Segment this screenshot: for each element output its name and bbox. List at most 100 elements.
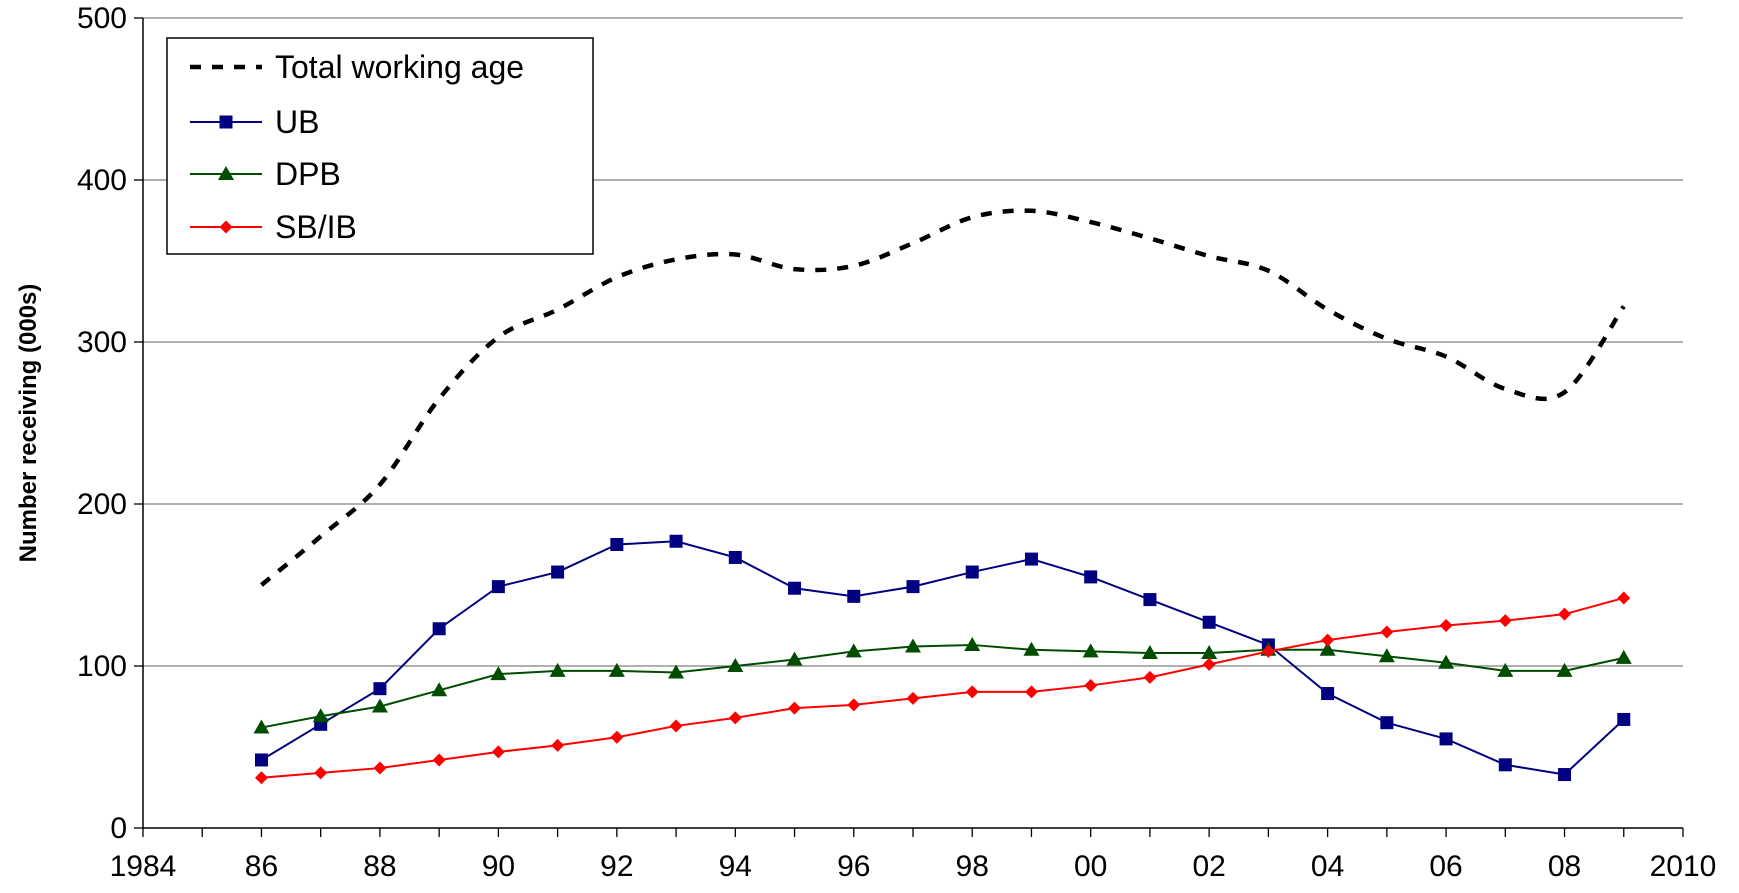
data-point-ub [728,550,742,564]
data-point-sb-ib [847,698,861,712]
data-point-dpb [1615,649,1632,664]
data-point-ub [669,534,683,548]
data-point-ub [788,581,802,595]
data-point-ub [1084,570,1098,584]
y-tick-label: 0 [110,812,127,845]
data-point-sb-ib [1439,619,1453,632]
data-point-sb-ib [728,711,742,725]
data-point-sb-ib [1498,614,1512,628]
data-point-sb-ib [1380,625,1394,639]
legend: Total working age UB DPB SB/IB [166,37,594,255]
data-point-ub [847,589,861,603]
data-point-sb-ib [610,730,624,744]
series-sb-ib [254,591,1631,785]
data-point-ub [254,753,268,767]
data-point-dpb [1201,645,1218,660]
data-point-sb-ib [669,719,683,733]
series-line-dpb [261,643,1624,729]
x-tick-label: 00 [1074,850,1107,883]
data-point-sb-ib [906,691,920,705]
data-point-dpb [786,651,803,666]
data-point-dpb [727,658,744,672]
data-point-sb-ib [1024,685,1038,699]
data-point-dpb [1378,648,1395,663]
data-point-ub [1202,615,1216,629]
data-point-ub [906,580,920,594]
x-tick-label: 1984 [110,850,177,883]
data-point-sb-ib [1143,670,1157,684]
x-tick-label: 96 [837,850,870,883]
data-point-sb-ib [1202,657,1216,671]
x-tick-label: 92 [600,850,633,883]
series-ub [254,534,1631,782]
legend-item-dpb: DPB [190,156,341,192]
x-tick-label: 98 [956,850,989,883]
legend-label-total-working-age: Total working age [275,49,524,85]
legend-label-sb-ib: SB/IB [275,209,357,245]
data-point-sb-ib [1321,633,1335,647]
data-point-dpb [905,638,921,653]
series-total-working-age [260,208,1626,587]
data-point-dpb [253,719,270,734]
legend-item-ub: UB [190,104,319,140]
x-tick-label: 88 [363,850,396,883]
data-point-ub [373,682,387,696]
x-tick-label: 06 [1429,850,1462,883]
axes: 0 100 200 300 400 500 1984 86 88 90 92 94 96 98 00 02 04… [77,2,1716,883]
data-point-ub [1558,768,1572,782]
data-point-dpb [1497,662,1514,677]
legend-item-total-working-age: Total working age [190,49,524,85]
data-point-ub [1617,712,1631,726]
data-point-sb-ib [314,766,328,780]
y-tick-label: 300 [77,326,127,359]
data-point-sb-ib [788,701,802,715]
y-axis-title: Number receiving (000s) [15,284,42,563]
data-point-dpb [1438,654,1455,669]
data-point-sb-ib [254,771,268,785]
series-line-total-working-age [260,208,1626,587]
legend-label-dpb: DPB [275,156,341,192]
data-point-ub [432,622,446,636]
y-tick-label: 200 [77,488,127,521]
y-tick-label: 100 [77,650,127,683]
data-point-dpb [490,666,507,681]
legend-marker-sb-ib [219,220,233,234]
data-point-ub [1024,552,1038,566]
x-tick-label: 2010 [1650,850,1717,883]
data-point-sb-ib [1084,678,1098,692]
data-point-ub [1321,687,1335,701]
data-point-sb-ib [491,745,505,759]
data-point-ub [1380,716,1394,730]
legend-box [166,37,594,255]
series-line-sb-ib [261,596,1625,779]
x-tick-label: 94 [719,850,752,883]
data-point-dpb [1082,643,1099,658]
legend-label-ub: UB [275,104,319,140]
data-point-dpb [431,682,448,697]
data-point-dpb [608,662,625,677]
data-point-dpb [964,636,981,651]
data-point-sb-ib [432,753,446,767]
legend-marker-ub [219,115,233,129]
data-point-sb-ib [1617,591,1631,605]
legend-marker-dpb [218,166,234,180]
data-point-dpb [312,708,329,723]
data-point-ub [1498,758,1512,772]
data-point-sb-ib [373,761,387,775]
x-tick-label: 90 [482,850,515,883]
series-dpb [253,636,1632,734]
data-point-dpb [371,698,388,713]
data-point-dpb [1319,641,1336,656]
data-point-sb-ib [551,738,565,752]
x-tick-label: 02 [1192,850,1225,883]
y-tick-label: 500 [77,2,127,35]
series-line-ub [260,540,1625,776]
x-tick-label: 04 [1311,850,1344,883]
x-tick-label: 08 [1548,850,1581,883]
legend-item-sb-ib: SB/IB [190,209,357,245]
data-point-ub [1143,593,1157,607]
data-point-dpb [1556,662,1573,677]
data-point-sb-ib [1558,607,1572,621]
